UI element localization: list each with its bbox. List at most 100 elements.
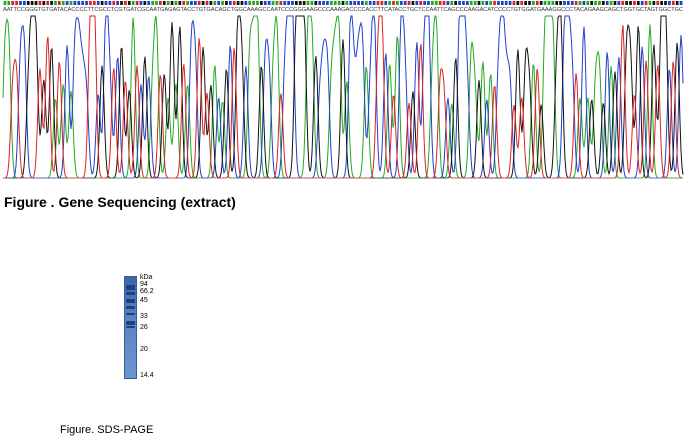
base-call-tick bbox=[42, 1, 46, 5]
base-call-tick bbox=[500, 1, 504, 5]
base-call-tick bbox=[15, 1, 18, 5]
base-call-tick bbox=[260, 1, 263, 5]
base-call-tick bbox=[675, 1, 679, 5]
base-call-tick bbox=[473, 1, 477, 5]
base-call-tick bbox=[81, 1, 85, 5]
base-call-tick bbox=[26, 1, 30, 5]
base-call-tick bbox=[190, 1, 193, 5]
base-call-tick bbox=[481, 1, 485, 5]
base-call-tick bbox=[252, 1, 255, 5]
base-call-tick bbox=[357, 1, 360, 5]
base-call-tick bbox=[660, 1, 663, 5]
marker-label: 66.2 bbox=[140, 288, 154, 295]
base-call-tick bbox=[431, 1, 434, 5]
base-call-tick bbox=[298, 1, 302, 5]
base-call-tick bbox=[57, 1, 61, 5]
base-call-tick bbox=[403, 1, 407, 5]
gel-band bbox=[126, 292, 135, 295]
base-call-tick bbox=[590, 1, 594, 5]
base-call-tick bbox=[23, 1, 26, 5]
base-call-tick bbox=[271, 1, 275, 5]
base-call-tick bbox=[458, 1, 461, 5]
base-call-tick bbox=[442, 1, 446, 5]
base-call-tick bbox=[306, 1, 310, 5]
base-call-tick bbox=[578, 1, 582, 5]
base-call-tick bbox=[613, 1, 617, 5]
base-call-tick bbox=[326, 1, 329, 5]
base-call-tick bbox=[559, 1, 562, 5]
base-call-tick bbox=[162, 1, 166, 5]
base-call-tick bbox=[438, 1, 442, 5]
base-call-tick bbox=[89, 1, 92, 5]
marker-unit-label: kDa bbox=[140, 274, 153, 281]
gel-band bbox=[126, 313, 135, 315]
base-call-tick bbox=[54, 1, 57, 5]
base-call-tick bbox=[349, 1, 353, 5]
base-call-tick bbox=[61, 1, 65, 5]
base-call-tick bbox=[337, 1, 341, 5]
base-call-tick bbox=[617, 1, 621, 5]
gel-band bbox=[126, 326, 135, 328]
base-call-tick bbox=[267, 1, 271, 5]
base-call-tick bbox=[601, 1, 605, 5]
base-call-tick bbox=[11, 1, 15, 5]
base-call-tick bbox=[454, 1, 458, 5]
base-call-tick bbox=[170, 1, 174, 5]
base-call-tick bbox=[361, 1, 364, 5]
base-call-tick bbox=[469, 1, 473, 5]
base-call-tick bbox=[193, 1, 197, 5]
base-call-tick bbox=[368, 1, 372, 5]
base-call-tick bbox=[489, 1, 493, 5]
base-call-tick bbox=[186, 1, 189, 5]
base-call-tick bbox=[504, 1, 508, 5]
marker-label: 94 bbox=[140, 281, 148, 288]
base-call-tick bbox=[582, 1, 586, 5]
base-call-tick bbox=[446, 1, 450, 5]
base-call-tick bbox=[555, 1, 559, 5]
base-call-tick bbox=[598, 1, 601, 5]
base-call-tick bbox=[450, 1, 454, 5]
base-call-tick bbox=[46, 1, 50, 5]
base-call-tick bbox=[535, 1, 539, 5]
base-call-tick bbox=[570, 1, 574, 5]
base-call-tick bbox=[625, 1, 629, 5]
base-call-tick bbox=[434, 1, 438, 5]
base-call-tick bbox=[329, 1, 333, 5]
base-call-tick bbox=[364, 1, 368, 5]
base-call-tick bbox=[376, 1, 380, 5]
base-call-tick bbox=[656, 1, 660, 5]
base-call-tick bbox=[333, 1, 337, 5]
base-call-tick bbox=[221, 1, 224, 5]
base-call-tick bbox=[567, 1, 570, 5]
base-call-tick bbox=[633, 1, 636, 5]
base-call-tick bbox=[225, 1, 228, 5]
base-call-tick bbox=[100, 1, 104, 5]
base-call-tick bbox=[291, 1, 294, 5]
gel-band bbox=[126, 321, 135, 325]
base-call-tick bbox=[668, 1, 671, 5]
base-call-tick bbox=[236, 1, 240, 5]
base-call-tick bbox=[423, 1, 426, 5]
base-call-tick bbox=[609, 1, 613, 5]
base-call-tick bbox=[112, 1, 116, 5]
base-call-tick bbox=[287, 1, 290, 5]
base-call-tick bbox=[497, 1, 500, 5]
base-call-tick bbox=[143, 1, 147, 5]
base-call-tick bbox=[392, 1, 395, 5]
base-call-tick bbox=[50, 1, 53, 5]
base-call-tick bbox=[322, 1, 325, 5]
marker-label: 20 bbox=[140, 346, 148, 353]
base-call-tick bbox=[399, 1, 403, 5]
base-call-tick bbox=[539, 1, 543, 5]
base-call-tick bbox=[411, 1, 415, 5]
base-call-tick bbox=[73, 1, 77, 5]
gel-band bbox=[126, 306, 135, 309]
base-call-tick bbox=[96, 1, 100, 5]
base-call-tick bbox=[244, 1, 248, 5]
base-call-tick bbox=[213, 1, 217, 5]
base-call-tick bbox=[384, 1, 388, 5]
base-call-tick bbox=[493, 1, 496, 5]
base-call-tick bbox=[139, 1, 143, 5]
marker-label: 26 bbox=[140, 324, 148, 331]
base-call-tick bbox=[205, 1, 209, 5]
